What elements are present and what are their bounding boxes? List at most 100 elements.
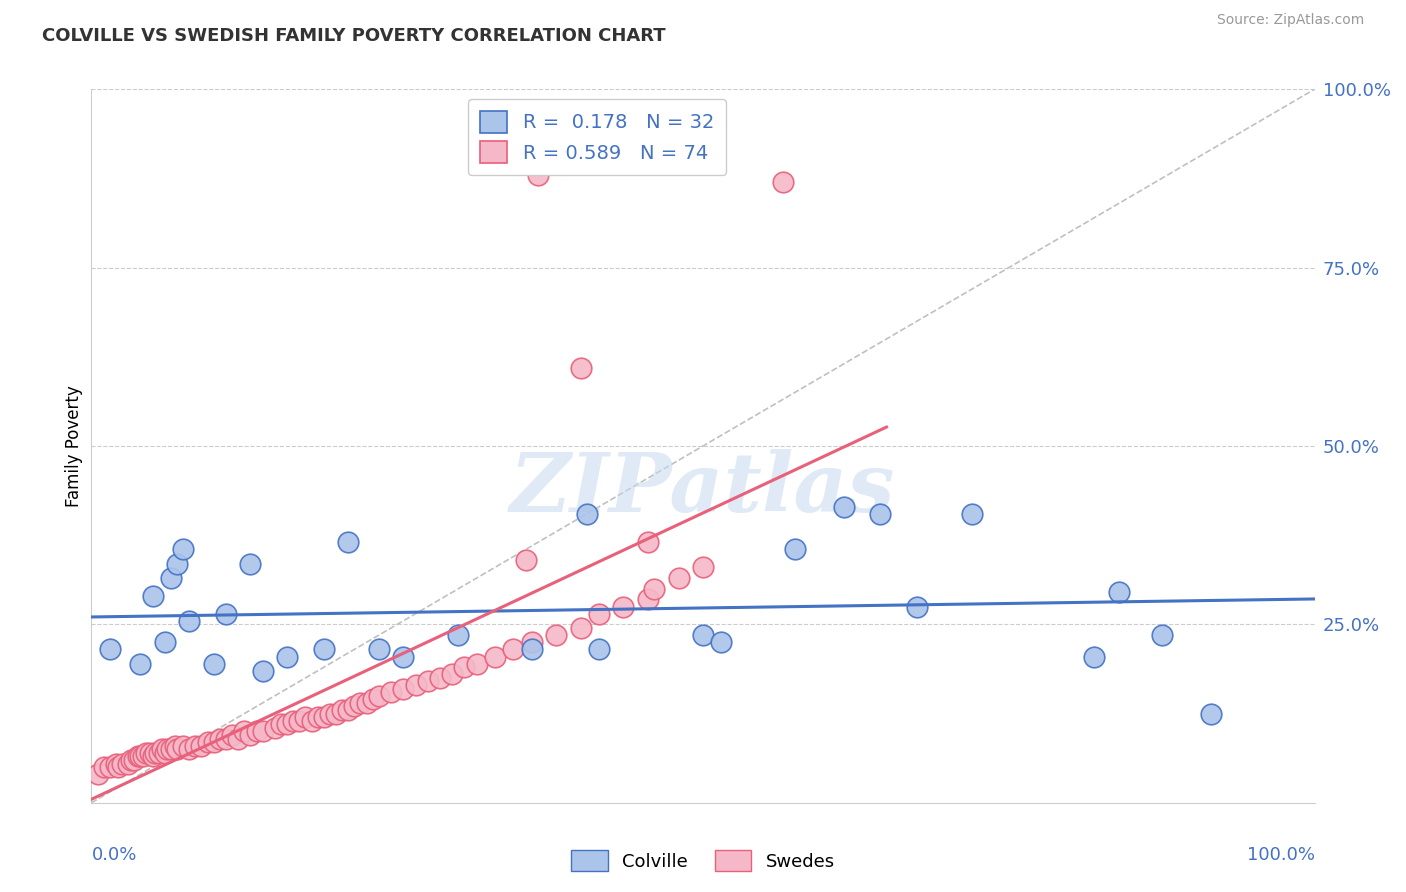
Point (139, 746, 162, 760)
Point (520, 642, 543, 657)
Point (569, 621, 592, 635)
Point (143, 746, 166, 760)
Point (453, 660, 475, 674)
Point (643, 582, 665, 596)
Point (367, 689, 389, 703)
Point (337, 535, 360, 549)
Point (276, 649, 298, 664)
Point (150, 742, 173, 756)
Point (190, 739, 212, 753)
Point (202, 735, 225, 749)
Point (117, 756, 139, 771)
Point (148, 746, 170, 760)
Point (380, 685, 402, 699)
Point (484, 649, 506, 664)
Legend: R =  0.178   N = 32, R = 0.589   N = 74: R = 0.178 N = 32, R = 0.589 N = 74 (468, 99, 725, 175)
Point (905, 599, 928, 614)
Point (546, 628, 568, 642)
Point (160, 571, 183, 585)
Point (120, 753, 142, 767)
Point (441, 667, 464, 681)
Point (515, 553, 537, 567)
Point (166, 557, 188, 571)
Point (141, 589, 163, 603)
Point (276, 717, 298, 731)
Point (160, 742, 183, 756)
Point (325, 706, 347, 721)
Point (135, 746, 157, 760)
Point (172, 542, 194, 557)
Point (129, 657, 152, 671)
Point (416, 674, 439, 689)
Point (156, 742, 179, 756)
Text: 0.0%: 0.0% (91, 846, 136, 863)
Point (692, 560, 714, 574)
Point (208, 731, 231, 746)
Point (832, 500, 855, 514)
Point (239, 557, 262, 571)
Point (197, 735, 219, 749)
Point (141, 749, 163, 764)
Point (312, 642, 335, 657)
Point (226, 731, 249, 746)
Point (405, 678, 427, 692)
Point (527, 168, 550, 182)
Point (245, 724, 267, 739)
Point (252, 664, 274, 678)
Point (307, 710, 329, 724)
Point (127, 749, 149, 764)
Point (429, 671, 451, 685)
Point (221, 728, 243, 742)
Text: ZIPatlas: ZIPatlas (510, 449, 896, 529)
Point (668, 571, 690, 585)
Point (692, 628, 714, 642)
Point (349, 696, 371, 710)
Point (637, 592, 659, 607)
Point (343, 699, 366, 714)
Point (312, 710, 335, 724)
Point (569, 360, 592, 375)
Point (98, 760, 121, 774)
Point (233, 724, 256, 739)
Point (783, 542, 806, 557)
Point (337, 703, 360, 717)
Point (283, 714, 305, 728)
Point (111, 756, 134, 771)
Point (86, 767, 108, 781)
Point (1150, 628, 1173, 642)
Point (1199, 706, 1222, 721)
Point (153, 635, 176, 649)
Point (447, 628, 470, 642)
Point (179, 614, 201, 628)
Point (104, 756, 127, 771)
Point (392, 681, 415, 696)
Point (367, 642, 389, 657)
Point (356, 696, 378, 710)
Point (179, 742, 201, 756)
Point (215, 607, 238, 621)
Point (772, 175, 794, 189)
Point (301, 714, 323, 728)
Point (166, 742, 188, 756)
Point (319, 706, 342, 721)
Point (361, 692, 384, 706)
Point (392, 649, 415, 664)
Point (132, 749, 155, 764)
Point (575, 507, 598, 521)
Point (163, 739, 186, 753)
Point (215, 731, 238, 746)
Point (264, 721, 287, 735)
Point (588, 642, 610, 657)
Point (107, 760, 129, 774)
Point (122, 753, 145, 767)
Point (612, 599, 634, 614)
Point (239, 728, 262, 742)
Point (710, 635, 733, 649)
Point (172, 739, 194, 753)
Point (93, 760, 115, 774)
Y-axis label: Family Poverty: Family Poverty (65, 385, 83, 507)
Text: COLVILLE VS SWEDISH FAMILY POVERTY CORRELATION CHART: COLVILLE VS SWEDISH FAMILY POVERTY CORRE… (42, 27, 666, 45)
Point (202, 657, 225, 671)
Point (330, 703, 353, 717)
Point (270, 717, 292, 731)
